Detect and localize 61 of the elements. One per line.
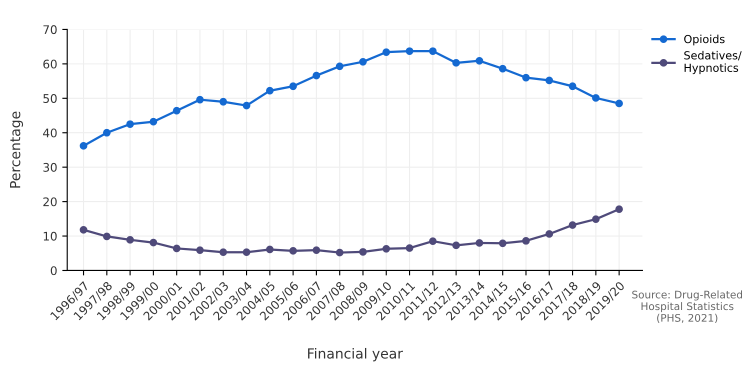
point	[382, 244, 390, 253]
point	[196, 96, 204, 104]
point	[522, 237, 530, 245]
y-tick-label: 0	[50, 266, 57, 276]
x-axis-title: Financial year	[308, 348, 403, 362]
point	[172, 244, 180, 252]
point	[568, 221, 576, 229]
point	[429, 47, 437, 55]
point	[242, 248, 250, 256]
point	[172, 106, 180, 115]
point	[103, 232, 111, 240]
point	[452, 242, 460, 250]
point	[103, 128, 111, 137]
legend-label: Opioids	[684, 34, 725, 46]
point	[498, 239, 507, 248]
legend-label: Sedatives/ Hypnotics	[684, 50, 742, 74]
y-tick-label: 70	[43, 25, 57, 34]
point	[80, 226, 88, 234]
point	[80, 142, 88, 150]
y-tick-label: 50	[43, 94, 57, 103]
y-tick-label: 40	[43, 128, 57, 138]
point	[266, 246, 274, 254]
point	[568, 82, 576, 90]
point	[545, 230, 554, 238]
y-tick-label: 60	[43, 60, 57, 69]
point	[150, 118, 158, 126]
point	[592, 215, 600, 223]
point	[312, 72, 320, 80]
point	[476, 239, 484, 247]
point	[336, 248, 344, 256]
point	[615, 100, 623, 108]
point	[429, 237, 437, 246]
point	[312, 246, 320, 254]
point	[452, 59, 460, 67]
point	[615, 205, 623, 214]
point	[336, 62, 344, 70]
y-tick-label: 10	[44, 232, 57, 241]
y-tick-label: 30	[43, 162, 57, 172]
point	[359, 58, 367, 66]
point	[289, 247, 297, 255]
point	[242, 102, 250, 110]
point	[592, 94, 600, 102]
point	[359, 248, 367, 256]
point	[498, 64, 507, 73]
point	[219, 98, 228, 106]
point	[289, 82, 297, 90]
point	[196, 246, 204, 254]
point	[219, 248, 228, 256]
point	[266, 86, 274, 95]
point	[522, 74, 530, 82]
point	[545, 76, 554, 84]
point	[406, 47, 414, 55]
source-note: Source: Drug-Related Hospital Statistics (PHS, 2021)	[632, 290, 742, 324]
point	[476, 56, 484, 65]
point	[382, 48, 390, 56]
point	[150, 238, 158, 246]
point	[126, 120, 134, 128]
y-tick-label: 20	[43, 197, 57, 206]
point	[126, 236, 134, 244]
point	[406, 244, 414, 252]
y-axis-title: Percentage	[10, 112, 24, 188]
